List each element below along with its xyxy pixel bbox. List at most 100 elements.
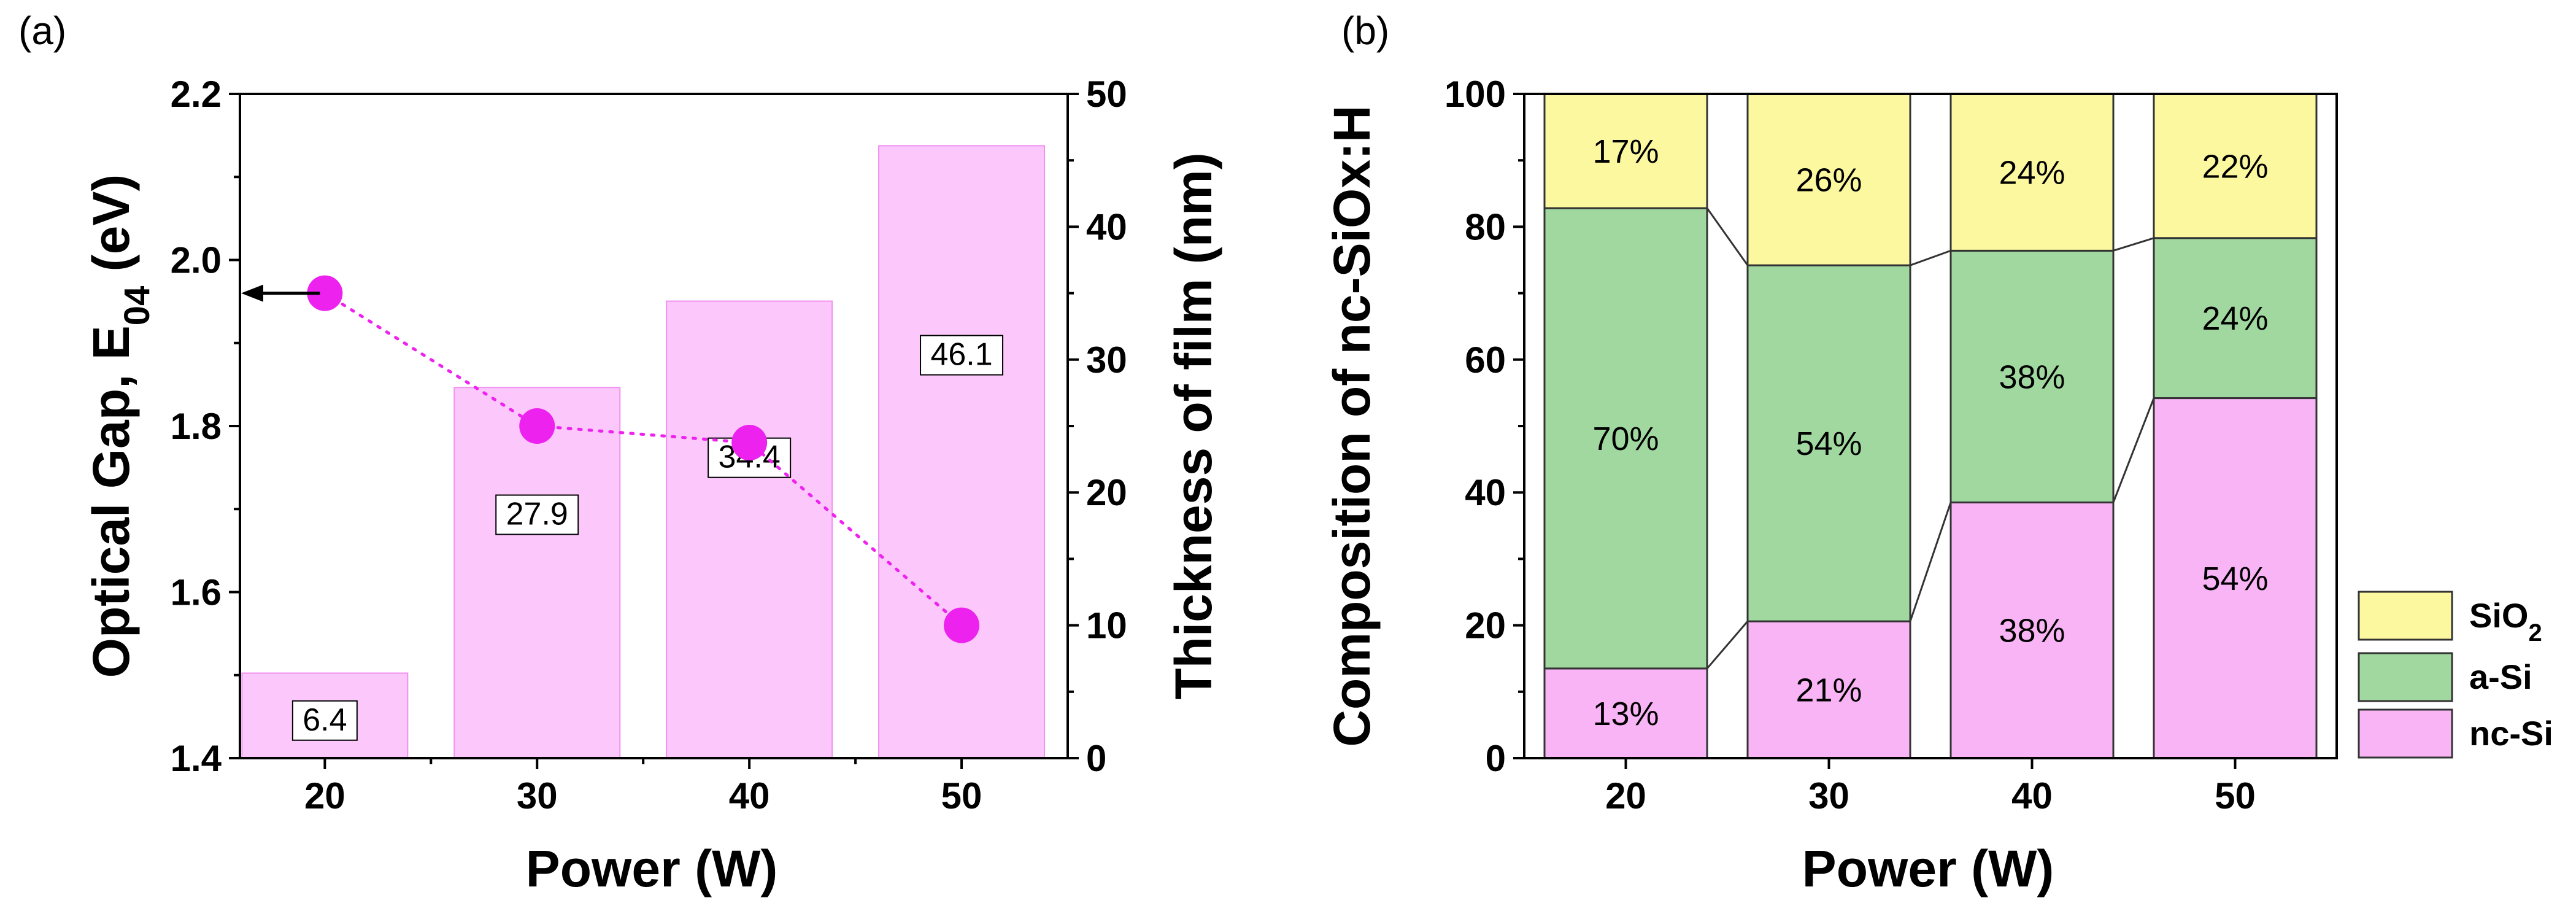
x-tick-label-b: 40: [2011, 775, 2053, 816]
y-tick-label-left: 2.2: [171, 74, 222, 115]
stacked-segment-nc-si: [1746, 620, 1911, 759]
thickness-bar-label: 46.1: [930, 337, 992, 373]
segment-connector: [1706, 207, 1749, 266]
thickness-bar: [878, 145, 1046, 759]
x-tick-label-b: 30: [1808, 775, 1849, 816]
legend-label: SiO2: [2469, 596, 2542, 646]
thickness-bars: [241, 145, 1046, 759]
left-y-axis-ticks: 1.4 1.6 1.8 2.0 2.2: [171, 74, 240, 779]
x-axis-title-a: Power (W): [526, 840, 778, 897]
segment-connector: [1909, 502, 1952, 622]
composition-stacked-bars: [1543, 93, 2318, 759]
thickness-bar-label: 27.9: [506, 497, 568, 532]
y-axis-title-left-main: Optical Gap, E: [82, 325, 140, 678]
y-tick-label-right: 0: [1086, 738, 1106, 779]
x-tick-label-a: 20: [304, 775, 345, 816]
segment-percent-label: 13%: [1592, 696, 1659, 732]
segment-percent-label: 54%: [1795, 425, 1862, 462]
stacked-segment-nc-si: [1543, 667, 1708, 759]
legend: SiO2 a-Si nc-Si: [2358, 591, 2553, 759]
y-tick-label-left: 2.0: [171, 240, 222, 281]
segment-percent-label: 22%: [2202, 148, 2268, 185]
panel-label-b: (b): [1341, 9, 1389, 53]
segment-percent-label: 38%: [1999, 359, 2065, 395]
y-tick-label-right: 50: [1086, 74, 1127, 115]
x-axis-ticks-b: 20 30 40 50: [1605, 758, 2256, 816]
stacked-segment-a-si: [1543, 207, 1708, 670]
segment-percent-label: 24%: [2202, 300, 2268, 337]
x-axis-title-b: Power (W): [1802, 840, 2054, 897]
thickness-bar-label-box: [495, 494, 579, 535]
stacked-segment-a-si: [2153, 237, 2318, 400]
y-tick-label-right: 40: [1086, 206, 1127, 247]
segment-connector-lines: [1706, 207, 2155, 669]
axis-arrow-annotation: [241, 284, 320, 302]
x-tick-label-b: 20: [1605, 775, 1646, 816]
stacked-segment-nc-si: [1949, 501, 2115, 759]
legend-label: a-Si: [2469, 657, 2532, 696]
stacked-segment-sio2: [2153, 93, 2318, 239]
right-y-axis-ticks: 0 10 20 30 40 50: [1068, 74, 1127, 779]
legend-label: nc-Si: [2469, 714, 2553, 753]
legend-swatch: [2358, 591, 2453, 641]
segment-percent-labels: 13% 70% 17% 21% 54% 26% 38% 38% 24% 54% 24% 22%: [1592, 133, 2268, 732]
panel-label-a: (a): [18, 9, 66, 53]
y-tick-label-b: 40: [1465, 472, 1506, 513]
y-tick-label-b: 20: [1465, 605, 1506, 646]
segment-connector: [2113, 237, 2154, 252]
thickness-bar-label-box: [920, 335, 1004, 376]
segment-percent-label: 17%: [1592, 133, 1659, 170]
x-tick-label-a: 30: [517, 775, 558, 816]
x-tick-label-a: 40: [729, 775, 770, 816]
segment-percent-label: 21%: [1795, 672, 1862, 709]
optical-gap-marker: [519, 408, 555, 444]
stacked-segment-a-si: [1746, 264, 1911, 622]
y-axis-ticks-b: 0 20 40 60 80 100: [1444, 74, 1524, 779]
legend-label-main: nc-Si: [2469, 714, 2553, 753]
thickness-bar-label: 6.4: [303, 702, 347, 738]
segment-percent-label: 26%: [1795, 162, 1862, 199]
x-axis-ticks-a: 20 30 40 50: [304, 758, 982, 816]
x-tick-label-b: 50: [2215, 775, 2256, 816]
y-tick-label-right: 30: [1086, 339, 1127, 381]
y-tick-label-right: 10: [1086, 605, 1127, 646]
y-axis-title-left-unit: (eV): [82, 174, 140, 286]
thickness-bar-label-box: [291, 700, 358, 741]
y-tick-label-left: 1.8: [171, 406, 222, 447]
stacked-segment-nc-si: [2153, 397, 2318, 759]
y-axis-title-left-a: Optical Gap, E04 (eV): [82, 174, 157, 678]
x-tick-label-a: 50: [941, 775, 982, 816]
stacked-segment-sio2: [1746, 93, 1911, 266]
y-tick-label-b: 60: [1465, 339, 1506, 381]
y-tick-label-b: 80: [1465, 206, 1506, 247]
thickness-bar: [453, 387, 621, 759]
segment-connector: [1706, 621, 1749, 669]
segment-connector: [2112, 398, 2155, 503]
y-tick-label-b: 100: [1444, 74, 1506, 115]
y-tick-label-right: 20: [1086, 472, 1127, 513]
optical-gap-line: [323, 292, 963, 627]
y-tick-label-b: 0: [1486, 738, 1506, 779]
segment-percent-label: 70%: [1592, 421, 1659, 457]
y-axis-title-right-a: Thickness of film (nm): [1165, 152, 1222, 699]
y-tick-label-left: 1.6: [171, 572, 222, 613]
stacked-segment-sio2: [1949, 93, 2115, 252]
y-axis-title-b: Composition of nc-SiOx:H: [1323, 105, 1381, 746]
optical-gap-series: [307, 275, 980, 643]
legend-label-main: a-Si: [2469, 657, 2532, 696]
legend-label-sub: 2: [2528, 619, 2542, 646]
optical-gap-marker: [944, 607, 980, 643]
optical-gap-marker: [731, 425, 768, 461]
segment-percent-label: 24%: [1999, 155, 2065, 192]
y-axis-title-left-sub: 04: [117, 286, 157, 326]
legend-label-main: SiO: [2469, 596, 2528, 635]
thickness-bar: [666, 300, 833, 759]
arrow-head: [241, 284, 263, 302]
segment-connector: [1910, 249, 1951, 266]
y-tick-label-left: 1.4: [171, 738, 222, 779]
legend-swatch: [2358, 652, 2453, 702]
segment-percent-label: 54%: [2202, 560, 2268, 597]
optical-gap-marker: [307, 275, 343, 311]
segment-percent-label: 38%: [1999, 613, 2065, 649]
